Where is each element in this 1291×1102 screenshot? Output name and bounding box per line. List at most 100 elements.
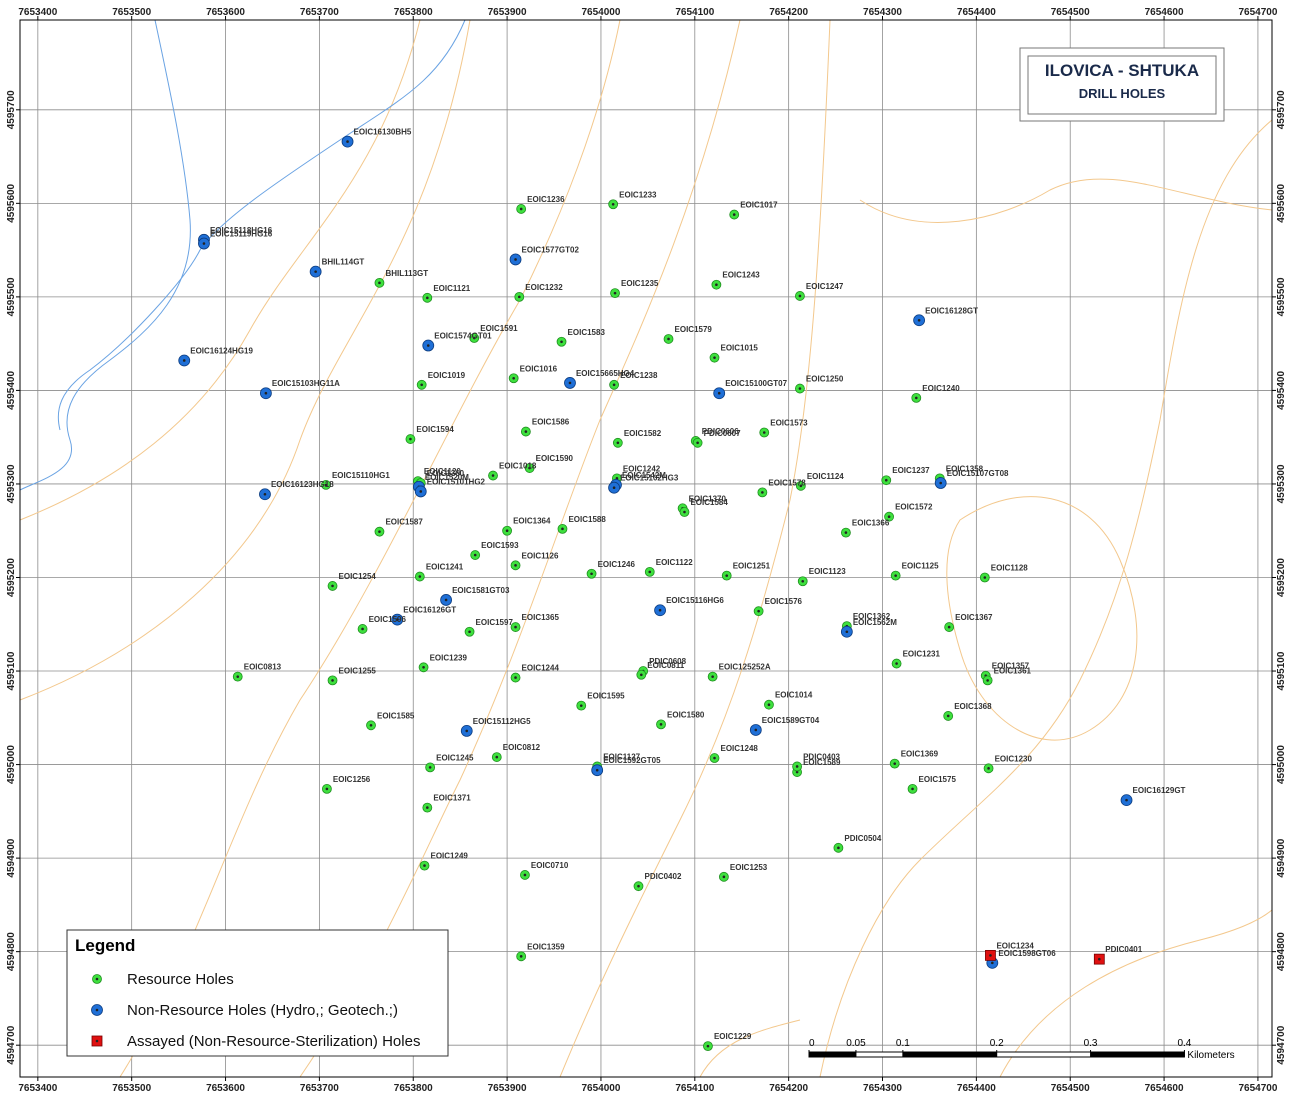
hole-center: [615, 477, 619, 480]
hole-center: [473, 553, 477, 557]
hole-label: EOIC1242: [623, 464, 661, 473]
hole-label: EOIC1592GT05: [603, 756, 661, 765]
hole-label: EOIC1237: [892, 466, 930, 475]
hole-label: EOIC16124HG19: [190, 346, 253, 355]
scale-bar-label: 0: [809, 1038, 815, 1049]
hole-label: PDIC0607: [704, 429, 741, 438]
hole-label: EOIC1359: [527, 942, 565, 951]
hole-label: EOIC1232: [525, 283, 563, 292]
hole-center: [640, 673, 643, 677]
hole-label: EOIC1017: [740, 201, 778, 210]
hole-label: PDIC0403: [803, 752, 840, 761]
hole-center: [314, 270, 317, 273]
hole-label: EOIC1248: [721, 744, 759, 753]
hole-center: [947, 625, 951, 629]
hole-center: [658, 608, 662, 612]
hole-label: EOIC1589GT04: [762, 716, 820, 725]
map-frame: [19, 19, 1273, 1078]
hole-label: EOIC1574GT01: [434, 332, 492, 341]
hole-center: [1125, 798, 1128, 802]
hole-center: [761, 491, 764, 494]
hole-label: EOIC1598GT06: [998, 949, 1056, 958]
hole-label: PDIC0402: [644, 872, 681, 881]
hole-label: EOIC1357: [992, 662, 1030, 671]
hole-label: PDIC0504: [844, 834, 881, 843]
hole-center: [95, 1039, 99, 1043]
hole-center: [917, 318, 921, 322]
x-tick-label: 7654700: [1238, 1083, 1277, 1094]
hole-center: [989, 954, 992, 957]
hole-center: [468, 630, 471, 634]
hole-label: EOIC16126GT: [403, 606, 456, 615]
hole-label: EOIC0812: [503, 743, 541, 752]
y-tick-label: 4594800: [1276, 932, 1287, 971]
hole-label: EOIC15665HG4: [576, 369, 635, 378]
hole-label: PDIC0606: [702, 427, 739, 436]
hole-label: EOIC15102HG3: [620, 474, 679, 483]
hole-center: [465, 729, 469, 733]
y-tick-label: 4595600: [6, 183, 17, 222]
x-tick-label: 7653800: [394, 1083, 433, 1094]
hole-center: [426, 806, 429, 809]
hole-label: EOIC1018: [499, 462, 537, 471]
hole-center: [422, 665, 425, 669]
hole-label: EOIC1235: [621, 279, 659, 288]
x-tick-label: 7654500: [1051, 1083, 1090, 1094]
title-box: ILOVICA - SHTUKA DRILL HOLES: [1019, 47, 1225, 122]
hole-center: [361, 627, 364, 631]
hole-label: EOIC1125: [902, 562, 939, 571]
hole-center: [514, 676, 517, 679]
hole-center: [696, 441, 699, 445]
hole-label: EOIC15110HG1: [332, 471, 390, 480]
x-tick-label: 7654000: [581, 7, 620, 18]
hole-label: EOIC1584: [690, 498, 728, 507]
hole-center: [757, 609, 760, 613]
y-tick-label: 4595400: [6, 371, 17, 410]
hole-label: EOIC1360: [427, 469, 465, 478]
hole-label: EOIC1243: [722, 271, 760, 280]
hole-center: [428, 766, 432, 769]
scale-bar-label: 0.05: [846, 1038, 866, 1049]
hole-center: [887, 515, 891, 518]
hole-center: [713, 356, 716, 359]
hole-center: [725, 574, 729, 577]
hole-center: [236, 675, 240, 678]
hole-label: EOIC1368: [954, 702, 992, 711]
hole-label: EOIC1585: [377, 711, 415, 720]
hole-center: [717, 391, 721, 395]
y-tick-label: 4595200: [1276, 558, 1287, 597]
hole-center: [264, 391, 268, 395]
hole-center: [611, 202, 615, 206]
hole-center: [369, 723, 373, 727]
hole-center: [519, 955, 523, 958]
hole-center: [837, 846, 840, 850]
hole-label: EOIC1234: [996, 941, 1034, 950]
legend-label: Assayed (Non-Resource-Sterilization) Hol…: [127, 1033, 420, 1050]
y-tick-label: 4595400: [1276, 371, 1287, 410]
hole-label: BHIL113GT: [385, 269, 428, 278]
x-tick-label: 7654100: [675, 7, 714, 18]
x-tick-label: 7654600: [1145, 7, 1184, 18]
y-tick-label: 4595500: [6, 277, 17, 316]
hole-label: EOIC1255: [339, 666, 377, 675]
x-tick-label: 7654300: [863, 7, 902, 18]
y-tick-label: 4595700: [6, 90, 17, 129]
hole-label: EOIC16128GT: [925, 306, 978, 315]
hole-label: EOIC1128: [991, 563, 1028, 572]
drill-holes: [178, 135, 1133, 1052]
hole-center: [946, 714, 950, 718]
hole-center: [612, 383, 616, 387]
hole-label: EOIC1577GT02: [522, 245, 580, 254]
hole-label: EOIC16123HG18: [271, 480, 334, 489]
scale-bar-segment: [902, 1052, 997, 1057]
hole-label: EOIC1579: [675, 325, 713, 334]
hole-label: EOIC1358: [946, 464, 984, 473]
hole-label: EOIC1233: [619, 190, 657, 199]
hole-center: [514, 258, 517, 261]
hole-label: EOIC1240: [922, 384, 960, 393]
hole-center: [762, 431, 766, 434]
hole-label: EOIC1542M: [622, 471, 666, 480]
hole-label: PDIC0401: [1105, 945, 1142, 954]
hole-center: [395, 618, 399, 621]
